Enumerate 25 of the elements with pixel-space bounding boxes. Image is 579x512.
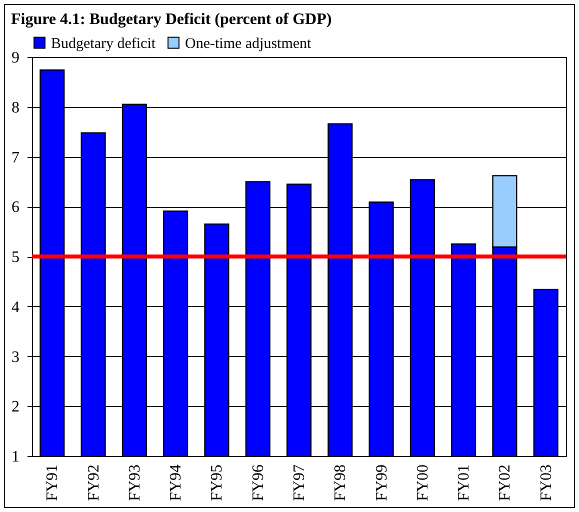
x-tick-label: FY00: [414, 464, 432, 501]
x-tick-label: FY96: [250, 464, 267, 501]
x-tick-label: FY91: [44, 464, 62, 501]
x-tick-label: FY02: [496, 464, 514, 501]
legend-label: Budgetary deficit: [51, 36, 156, 52]
x-tick-label: FY01: [456, 464, 473, 501]
x-tick-label: FY93: [126, 464, 144, 501]
y-tick-label: 1: [12, 448, 20, 466]
y-tick-label: 5: [12, 249, 20, 266]
x-tick-label: FY92: [85, 464, 102, 501]
legend-label: One-time adjustment: [185, 36, 312, 52]
y-tick-label: 6: [12, 199, 20, 216]
y-tick-label: 7: [12, 149, 20, 166]
x-tick-label: FY99: [373, 464, 390, 501]
x-tick-label: FY03: [538, 464, 555, 501]
y-tick-label: 2: [12, 398, 20, 416]
y-tick-label: 8: [12, 99, 20, 116]
x-tick-label: FY94: [168, 464, 185, 501]
chart-title: Figure 4.1: Budgetary Deficit (percent of GDP): [11, 11, 332, 28]
x-tick-label: FY98: [332, 464, 350, 501]
y-tick-label: 4: [12, 298, 20, 316]
x-tick-label: FY95: [208, 464, 226, 501]
y-tick-label: 3: [12, 348, 20, 366]
y-tick-label: 9: [12, 50, 20, 66]
x-tick-label: FY97: [291, 464, 308, 501]
